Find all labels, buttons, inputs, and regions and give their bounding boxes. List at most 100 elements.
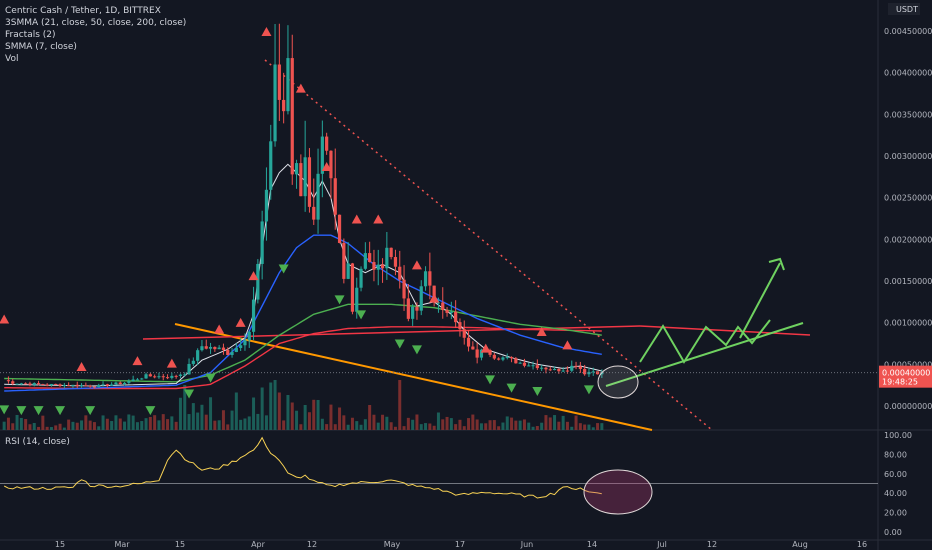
- candle-body: [501, 357, 505, 360]
- indicator-smma[interactable]: SMMA (7, close): [5, 42, 77, 52]
- candle-body: [97, 384, 101, 387]
- candle-body: [514, 358, 518, 364]
- candle-body: [110, 384, 114, 386]
- volume-bar: [479, 423, 483, 430]
- candle-body: [41, 384, 45, 386]
- candle-body: [269, 141, 273, 190]
- candle-body: [492, 354, 496, 359]
- fractal-down-marker: [485, 375, 496, 385]
- volume-bar: [200, 404, 204, 430]
- volume-bar: [24, 419, 28, 430]
- volume-bar: [131, 415, 135, 430]
- volume-bar: [583, 424, 587, 430]
- candle-body: [441, 302, 445, 310]
- candle-body: [419, 286, 423, 311]
- candle-body: [24, 383, 28, 385]
- volume-bar: [445, 416, 449, 430]
- projection-zigzag: [639, 319, 771, 364]
- candle-body: [54, 383, 58, 385]
- volume-bar: [49, 427, 53, 430]
- volume-bar: [303, 405, 307, 430]
- sma50-line: [4, 303, 602, 383]
- candle-body: [191, 360, 195, 364]
- candle-body: [565, 370, 570, 372]
- indicator-volume[interactable]: Vol: [5, 54, 19, 64]
- candle-body: [583, 368, 587, 375]
- volume-bar: [6, 417, 10, 430]
- volume-bar: [295, 410, 299, 430]
- indicator-fractals[interactable]: Fractals (2): [5, 30, 56, 40]
- volume-bar: [398, 380, 402, 430]
- x-tick-label: 12: [707, 540, 717, 549]
- x-tick-label: May: [384, 540, 401, 549]
- volume-bar: [363, 419, 367, 430]
- symbol-title[interactable]: Centric Cash / Tether, 1D, BITTREX: [5, 6, 161, 16]
- fractal-down-marker: [85, 406, 96, 416]
- candle-body: [36, 383, 41, 385]
- volume-bar: [527, 422, 531, 430]
- indicator-rsi[interactable]: RSI (14, close): [5, 437, 70, 447]
- fractal-up-marker: [0, 314, 10, 324]
- volume-bar: [540, 422, 544, 430]
- volume-bar: [282, 420, 286, 430]
- volume-bar: [221, 410, 225, 430]
- volume-bar: [424, 423, 428, 430]
- candle-body: [325, 136, 329, 151]
- volume-bar: [406, 417, 410, 430]
- volume-bar: [239, 419, 243, 430]
- candle-body: [436, 302, 441, 304]
- volume-bar: [316, 400, 320, 430]
- candle-body: [423, 271, 428, 287]
- candle-body: [226, 349, 230, 355]
- volume-bar: [574, 415, 578, 430]
- volume-bar: [127, 414, 131, 430]
- candle-body: [49, 383, 54, 386]
- candle-body: [587, 371, 591, 375]
- candle-body: [251, 299, 256, 332]
- candle-body: [148, 374, 152, 377]
- x-tick-label: 15: [175, 540, 185, 549]
- candle-body: [316, 173, 320, 220]
- highlight-ellipse-rsi: [583, 469, 653, 515]
- volume-bar: [505, 416, 509, 430]
- candle-body: [527, 365, 531, 367]
- volume-bar: [432, 425, 436, 430]
- candle-body: [350, 263, 355, 312]
- candle-body: [462, 329, 466, 338]
- volume-bar: [368, 405, 372, 430]
- volume-bar: [325, 424, 329, 430]
- candle-body: [337, 214, 342, 243]
- y-tick-label: 0.00200000: [884, 235, 932, 244]
- volume-bar: [273, 380, 277, 430]
- candle-body: [471, 346, 475, 350]
- fractal-up-marker: [295, 83, 306, 93]
- candle-body: [557, 368, 561, 372]
- volume-bar: [462, 426, 466, 430]
- candle-body: [15, 383, 19, 385]
- volume-bar: [458, 419, 462, 430]
- candle-body: [75, 384, 79, 387]
- resistance-dotted-line: [264, 59, 713, 431]
- indicator-3smma[interactable]: 3SMMA (21, close, 50, close, 200, close): [5, 18, 187, 28]
- volume-bar: [488, 420, 492, 430]
- candle-body: [591, 371, 595, 373]
- candle-body: [548, 369, 552, 371]
- fractal-down-marker: [532, 387, 543, 396]
- volume-bar: [88, 420, 92, 430]
- volume-bar: [475, 419, 479, 430]
- candle-body: [380, 264, 385, 269]
- currency-label: USDT: [896, 5, 918, 14]
- volume-bar: [247, 416, 251, 430]
- volume-bar: [41, 415, 45, 430]
- candle-body: [393, 257, 398, 267]
- volume-bar: [277, 392, 281, 430]
- candle-body: [45, 384, 49, 386]
- volume-bar: [449, 418, 453, 430]
- candle-body: [79, 385, 84, 387]
- volume-bar: [135, 422, 139, 430]
- candle-body: [385, 247, 389, 269]
- fractal-down-marker: [394, 339, 405, 349]
- candle-body: [122, 382, 127, 385]
- candle-countdown-label: 19:48:25: [882, 378, 918, 387]
